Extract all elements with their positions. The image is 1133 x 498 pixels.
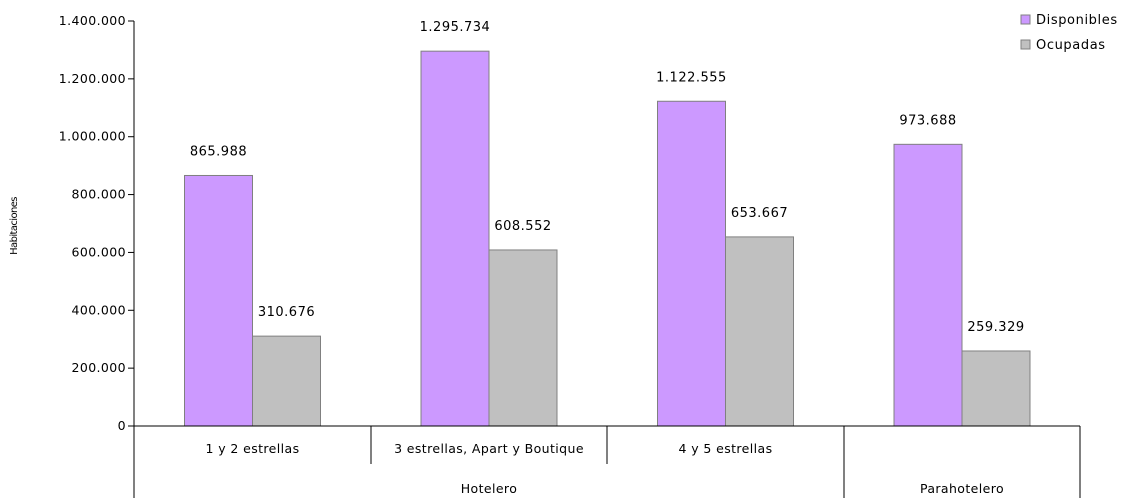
x-group-label: Parahotelero <box>920 481 1004 496</box>
data-label-ocupadas: 259.329 <box>967 320 1024 335</box>
legend: Disponibles Ocupadas <box>1020 13 1118 53</box>
y-tick-label: 1.200.000 <box>59 71 126 86</box>
bar-ocupadas <box>961 350 1031 427</box>
bar-disponibles <box>184 174 253 427</box>
y-tick-label: 400.000 <box>72 302 127 317</box>
bar-disponibles <box>420 50 490 427</box>
y-tick-label: 800.000 <box>72 187 127 202</box>
data-label-ocupadas: 310.676 <box>258 305 315 320</box>
y-tick-label: 1.400.000 <box>59 13 126 28</box>
bar-ocupadas <box>488 249 558 427</box>
legend-swatch-ocupadas <box>1020 39 1031 50</box>
y-tick-label: 0 <box>118 418 126 433</box>
x-axis: 1 y 2 estrellas 3 estrellas, Apart y Bout… <box>133 425 1081 498</box>
x-category-label: 1 y 2 estrellas <box>205 441 299 456</box>
data-label-disponibles: 1.122.555 <box>656 70 727 85</box>
y-axis: 0 200.000 400.000 600.000 800.000 1.000.000 1.… <box>59 13 135 433</box>
bar-disponibles <box>893 143 963 427</box>
x-category-label: 4 y 5 estrellas <box>678 441 772 456</box>
x-group-label: Hotelero <box>461 481 518 496</box>
legend-swatch-disponibles <box>1020 14 1031 25</box>
bar-ocupadas <box>252 335 321 427</box>
data-label-disponibles: 865.988 <box>190 144 247 159</box>
x-category-label: 3 estrellas, Apart y Boutique <box>394 441 584 456</box>
data-labels: 865.988 310.676 1.295.734 608.552 1.122.555 6… <box>190 20 1024 335</box>
y-tick-label: 1.000.000 <box>59 129 126 144</box>
y-tick-label: 200.000 <box>72 360 127 375</box>
bars <box>184 50 1031 427</box>
data-label-disponibles: 973.688 <box>899 113 956 128</box>
data-label-ocupadas: 653.667 <box>731 206 788 221</box>
y-axis-title: Habitaciones <box>9 197 20 255</box>
data-label-disponibles: 1.295.734 <box>420 20 491 35</box>
legend-label-disponibles: Disponibles <box>1036 13 1118 28</box>
bar-disponibles <box>657 100 726 427</box>
data-label-ocupadas: 608.552 <box>494 219 551 234</box>
y-axis-title-group: Habitaciones <box>9 197 20 255</box>
legend-label-ocupadas: Ocupadas <box>1036 38 1106 53</box>
y-tick-label: 600.000 <box>72 244 127 259</box>
bar-ocupadas <box>725 236 794 427</box>
